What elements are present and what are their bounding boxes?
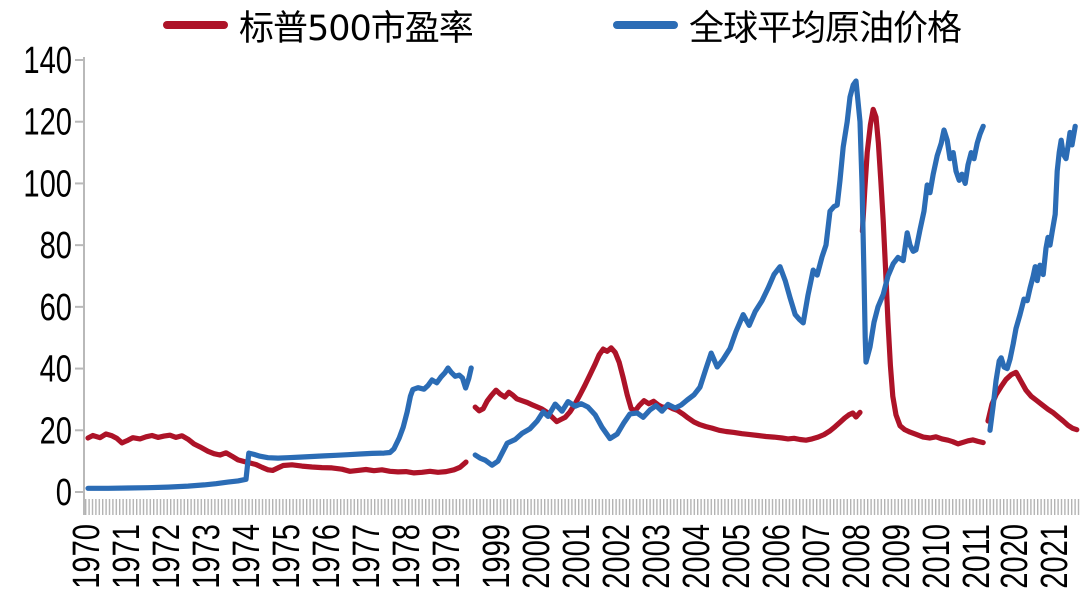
legend-item-sp500-pe: 标普500市盈率 [163, 6, 474, 49]
x-axis-tick-label: 1970 [66, 524, 108, 589]
sp500-pe-line [859, 106, 986, 447]
x-axis-tick-label: 2002 [596, 524, 638, 589]
legend-item-oil-price: 全球平均原油价格 [613, 6, 962, 49]
blue-line-swatch [613, 21, 678, 29]
x-axis-tick-label: 1977 [346, 524, 388, 589]
y-axis-tick-label: 140 [23, 40, 72, 82]
red-line-swatch [163, 21, 228, 29]
x-axis-tick-label: 2003 [636, 524, 678, 589]
sp500-pe-line [472, 345, 863, 443]
x-axis-tick-label: 1973 [186, 524, 228, 589]
x-axis-tick-label: 2021 [1034, 524, 1076, 589]
x-axis-tick-label: 2020 [994, 524, 1036, 589]
sp500-pe-line [85, 431, 469, 476]
legend-label-oil-price: 全球平均原油价格 [689, 8, 962, 49]
x-axis-tick-label: 1971 [106, 524, 148, 589]
x-axis-tick-label: 2007 [796, 524, 838, 589]
x-axis-tick-label: 1999 [476, 524, 518, 589]
oil-price-line [85, 365, 474, 491]
y-axis-tick-label: 120 [23, 102, 72, 144]
y-axis-tick-label: 80 [40, 225, 72, 267]
x-axis-tick-label: 1975 [266, 524, 308, 589]
x-axis-tick-label: 2006 [756, 524, 798, 589]
x-axis-tick-label: 1974 [226, 524, 268, 589]
x-axis-tick-label: 1976 [306, 524, 348, 589]
x-axis-minor-tick-band [84, 499, 1080, 515]
y-axis-tick-label: 100 [23, 163, 72, 205]
x-axis-tick-label: 2005 [716, 524, 758, 589]
x-axis-tick-label: 1972 [146, 524, 188, 589]
oil-price-line [472, 78, 986, 468]
y-axis-tick-label: 0 [56, 472, 72, 514]
x-axis-tick-label: 1979 [426, 524, 468, 589]
x-axis-tick-label: 2001 [556, 524, 598, 589]
x-axis-tick-label: 2008 [836, 524, 878, 589]
x-axis-tick-label: 2009 [876, 524, 918, 589]
x-axis-tick-label: 2011 [956, 524, 998, 589]
oil-price-line [987, 123, 1078, 433]
y-axis-tick-label: 40 [40, 349, 72, 391]
x-axis-tick-label: 2010 [916, 524, 958, 589]
y-axis-tick-label: 60 [40, 287, 72, 329]
legend-label-sp500-pe: 标普500市盈率 [239, 8, 474, 49]
x-axis-tick-label: 1978 [386, 524, 428, 589]
sp500-pe-line [985, 369, 1080, 433]
x-axis-tick-label: 2000 [516, 524, 558, 589]
x-axis-tick-label: 2004 [676, 524, 718, 589]
y-axis-tick-label: 20 [40, 410, 72, 452]
